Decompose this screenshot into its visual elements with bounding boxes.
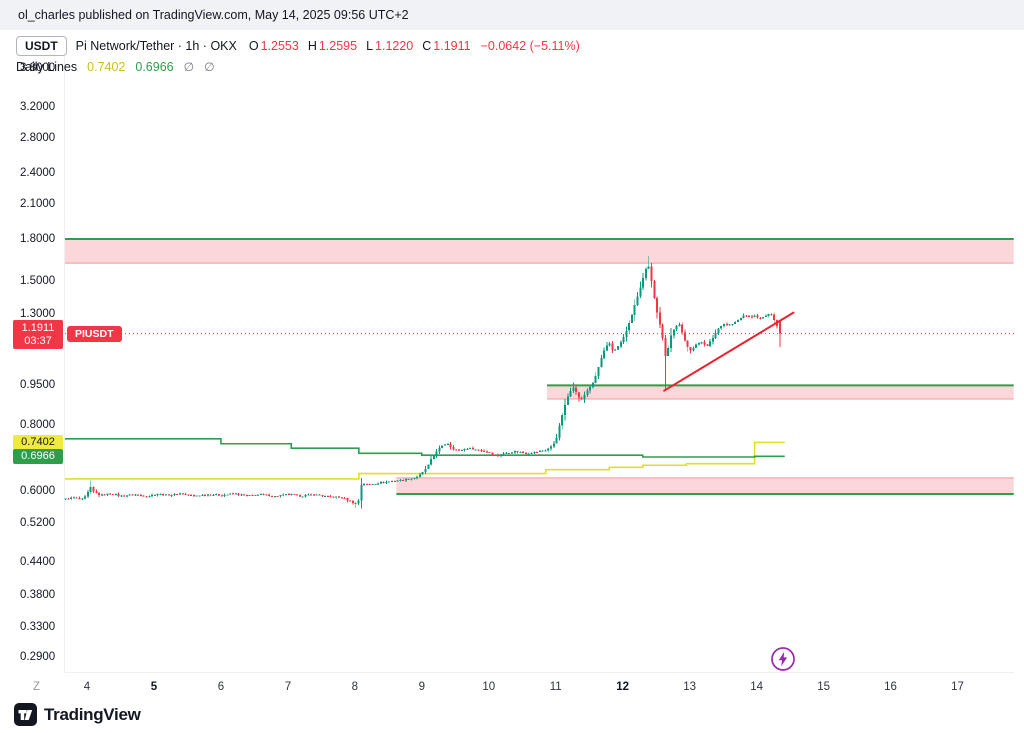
- attribution-text: ol_charles published on TradingView.com,…: [18, 8, 409, 22]
- supply-demand-zone: [65, 238, 1014, 264]
- chart-header: USDT Pi Network/Tether · 1h · OKX O 1.255…: [16, 36, 580, 56]
- timezone-label[interactable]: Z: [33, 681, 41, 693]
- empty-value-icon: ∅: [183, 60, 195, 74]
- price-change: −0.0642 (−5.11%): [480, 39, 580, 53]
- lightning-icon[interactable]: [769, 645, 797, 678]
- candlestick-series: [64, 255, 781, 509]
- ohlc-high: H 1.2595: [307, 39, 358, 53]
- last-price: 1.1911: [21, 322, 55, 335]
- last-price-badge: 1.1911 03:37: [13, 320, 63, 350]
- supply-demand-zone: [396, 477, 1014, 495]
- indicator-name: Daily Lines: [16, 60, 78, 74]
- attribution-bar: ol_charles published on TradingView.com,…: [0, 0, 1024, 30]
- bar-countdown: 03:37: [24, 334, 52, 347]
- tradingview-footer[interactable]: TradingView: [14, 703, 141, 726]
- empty-value-icon: ∅: [204, 60, 215, 74]
- tradingview-logo-icon: [14, 703, 37, 726]
- trend-line[interactable]: [663, 311, 795, 392]
- tradingview-logo-text: TradingView: [44, 704, 141, 724]
- quote-currency-chip: USDT: [16, 36, 67, 56]
- symbol-title: Pi Network/Tether · 1h · OKX: [75, 39, 237, 53]
- ohlc-low: L 1.1220: [366, 39, 414, 53]
- green-line-price-badge: 0.6966: [13, 448, 63, 464]
- green-daily-line: [65, 438, 785, 458]
- ohlc-values: O 1.2553 H 1.2595 L 1.1220 C 1.1911: [249, 39, 471, 53]
- ohlc-open: O 1.2553: [248, 39, 299, 53]
- indicator-row: Daily Lines 0.7402 0.6966 ∅ ∅: [16, 60, 215, 74]
- yellow-line-price-badge: 0.7402: [13, 434, 63, 450]
- indicator-value-yellow: 0.7402: [87, 60, 126, 74]
- ohlc-close: C 1.1911: [422, 39, 471, 53]
- symbol-tag: PIUSDT: [67, 325, 122, 342]
- yellow-daily-line: [65, 441, 785, 480]
- supply-demand-zone: [547, 384, 1014, 400]
- indicator-value-green: 0.6966: [135, 60, 174, 74]
